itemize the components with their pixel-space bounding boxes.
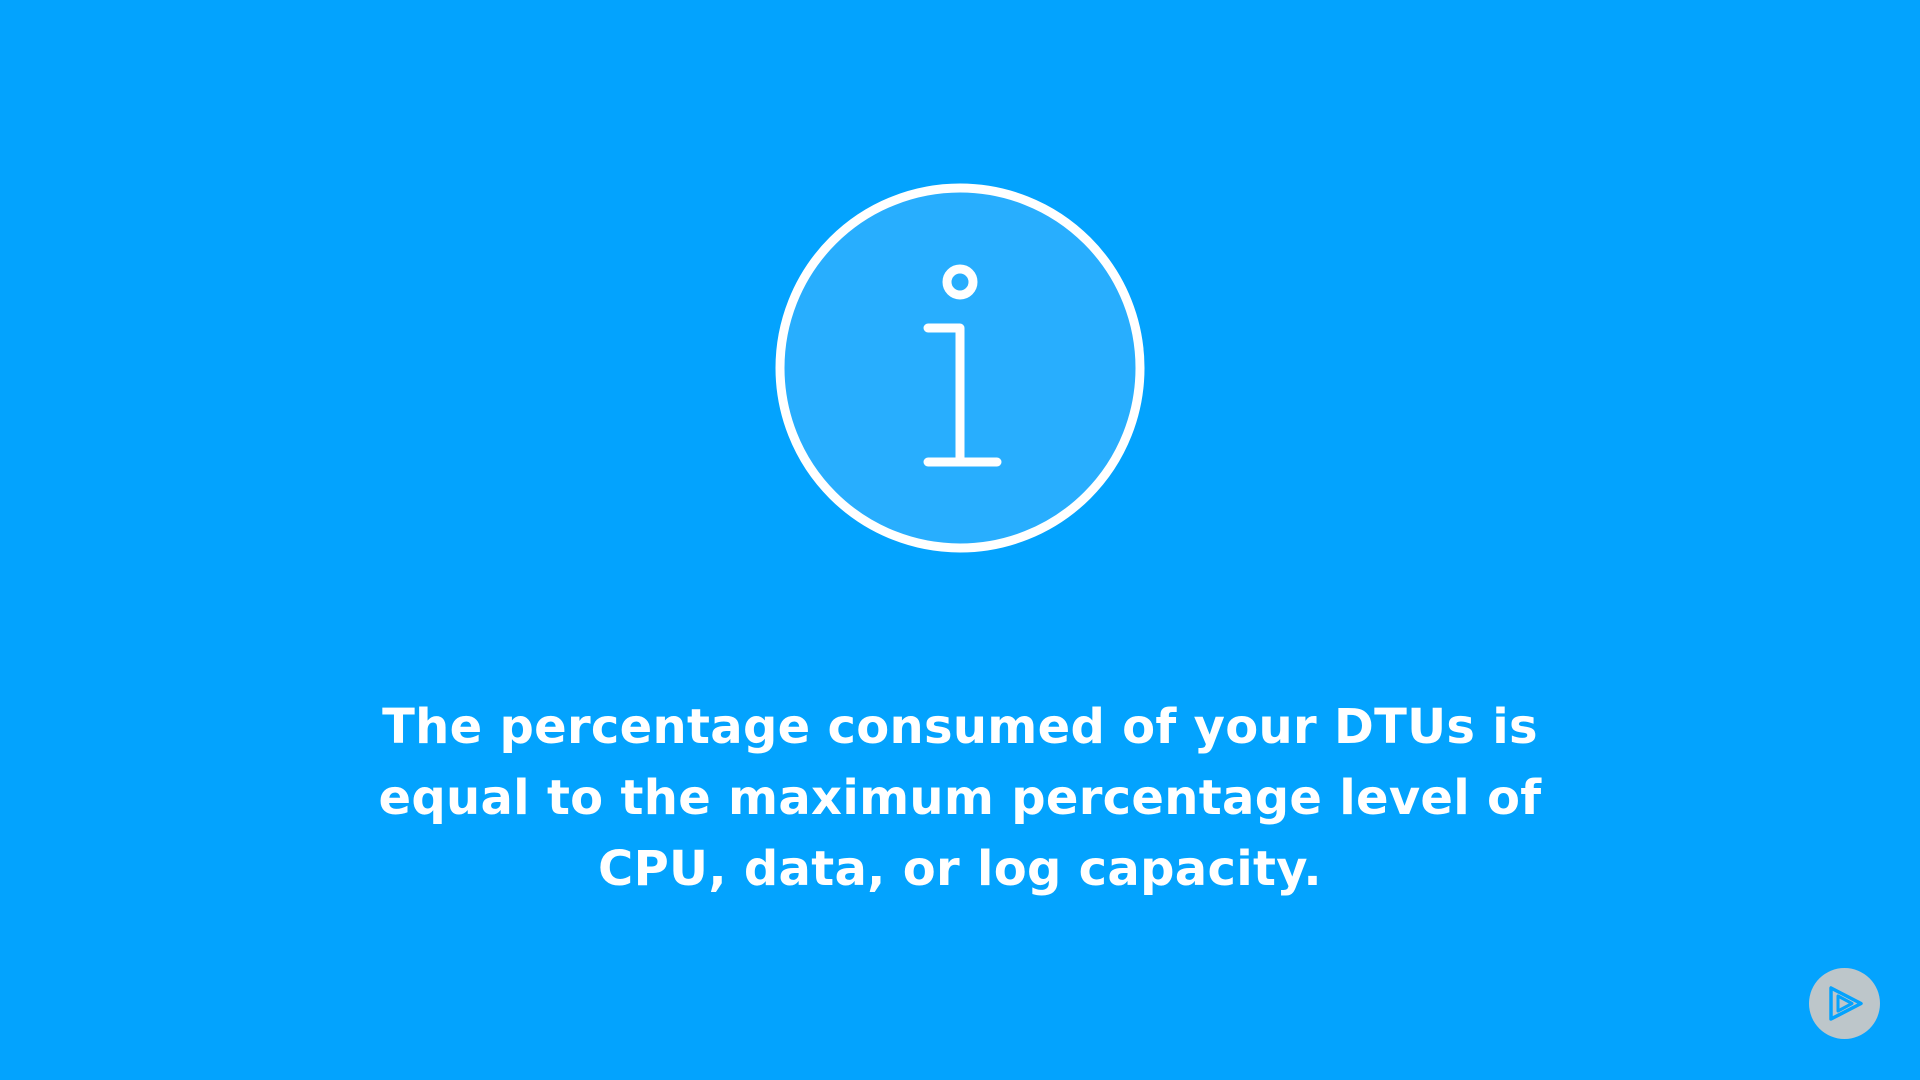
play-logo-icon	[1809, 968, 1880, 1039]
message-line-3: CPU, data, or log capacity.	[598, 841, 1322, 897]
message-line-2: equal to the maximum percentage level of	[378, 770, 1542, 826]
message-text: The percentage consumed of your DTUs is …	[360, 692, 1560, 905]
message-line-1: The percentage consumed of your DTUs is	[382, 699, 1538, 755]
info-icon	[774, 182, 1146, 554]
